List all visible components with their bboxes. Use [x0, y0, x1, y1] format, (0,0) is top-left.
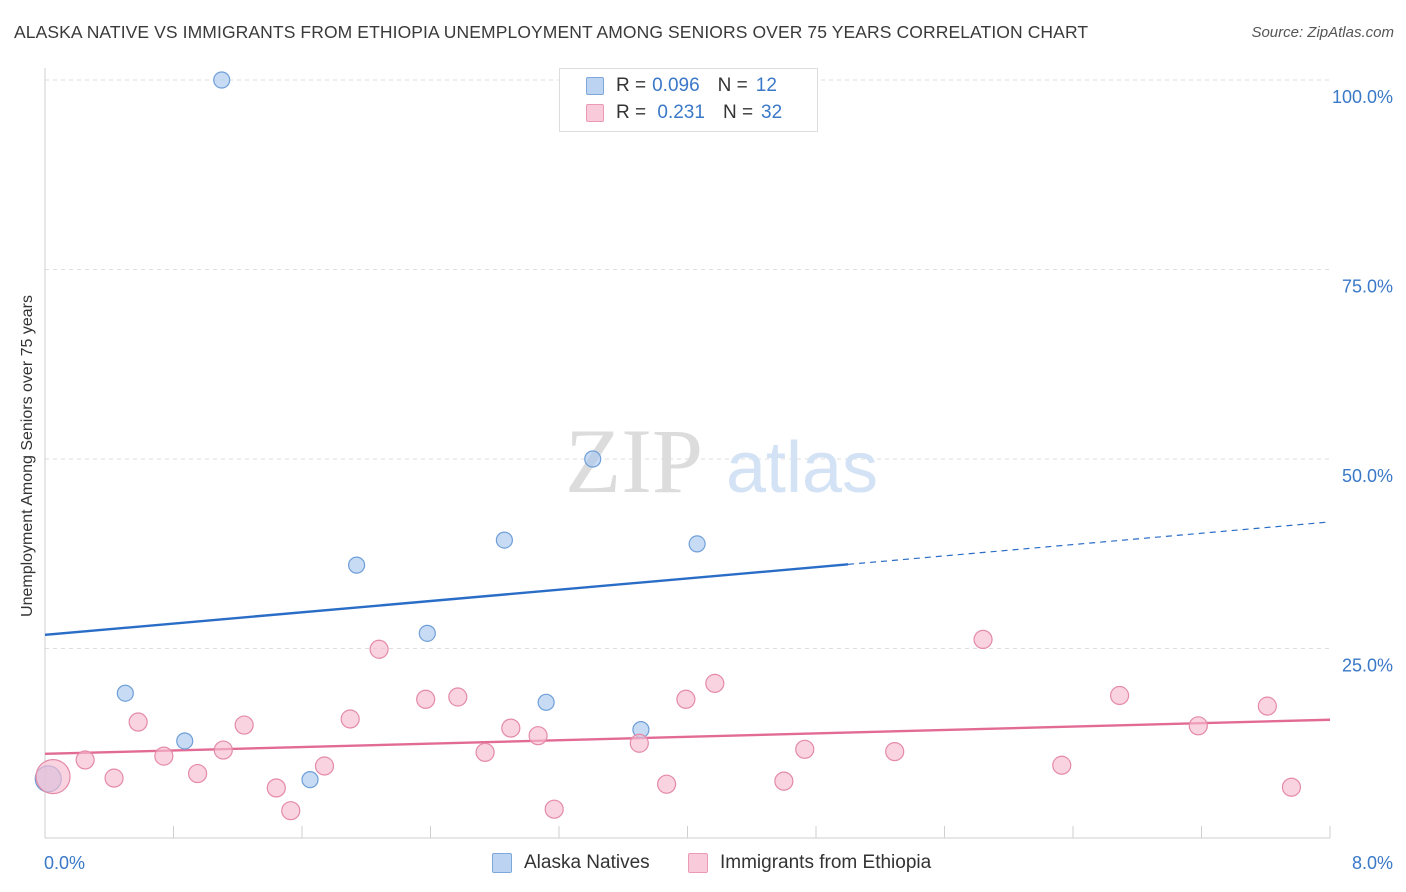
point-ethiopia	[369, 639, 389, 659]
legend-n-label: N =	[717, 75, 748, 96]
y-tick-label: 75.0%	[1342, 277, 1393, 297]
point-ethiopia	[705, 673, 725, 693]
point-ethiopia	[128, 712, 148, 732]
legend-r-label: R =	[616, 102, 647, 123]
point-ethiopia	[1281, 777, 1302, 797]
stats-legend: R = 0.096 N = 12 R = 0.231 N = 32	[559, 68, 818, 132]
watermark-atlas: atlas	[726, 428, 878, 508]
trend-lines	[44, 521, 1331, 756]
legend-label-ethiopia: Immigrants from Ethiopia	[720, 852, 932, 873]
point-ethiopia	[973, 629, 993, 650]
point-ethiopia	[35, 759, 71, 795]
point-ethiopia	[1052, 755, 1072, 775]
legend-swatch-alaska	[492, 853, 512, 873]
trend-line-alaska-extension	[848, 521, 1331, 565]
point-ethiopia	[629, 733, 649, 753]
gridlines	[45, 79, 1330, 649]
legend-r-label: R =	[616, 75, 647, 96]
point-ethiopia	[187, 763, 208, 784]
point-ethiopia	[75, 750, 95, 770]
point-alaska-natives	[537, 693, 555, 711]
source-label: Source: ZipAtlas.com	[1251, 24, 1394, 41]
legend-n-value: 32	[761, 102, 783, 123]
x-tick-label-min: 0.0%	[44, 853, 85, 873]
point-ethiopia	[475, 742, 495, 762]
point-ethiopia	[501, 718, 521, 738]
point-ethiopia	[774, 771, 794, 791]
legend-item-ethiopia: Immigrants from Ethiopia	[688, 852, 931, 874]
y-tick-label: 100.0%	[1332, 87, 1393, 107]
point-alaska-natives	[116, 684, 134, 702]
point-ethiopia	[281, 801, 301, 821]
legend-swatch-ethiopia	[586, 104, 604, 122]
y-tick-label: 50.0%	[1342, 466, 1393, 486]
legend-n-value: 12	[755, 75, 777, 96]
point-ethiopia	[154, 746, 174, 766]
point-ethiopia	[676, 689, 696, 709]
legend-row-ethiopia: R = 0.231 N = 32	[586, 101, 782, 125]
point-alaska-natives	[418, 624, 436, 642]
point-ethiopia	[416, 689, 436, 709]
legend-n-label: N =	[722, 102, 754, 123]
legend-r-value: 0.231	[652, 102, 705, 123]
legend-swatch-ethiopia	[688, 853, 708, 873]
point-ethiopia	[448, 687, 468, 707]
point-ethiopia	[1109, 685, 1130, 706]
point-ethiopia	[1188, 716, 1208, 736]
point-alaska-natives	[584, 450, 602, 468]
point-alaska-natives	[495, 531, 513, 549]
data-points	[34, 71, 1302, 821]
y-tick-labels: 100.0% 75.0% 50.0% 25.0%	[1332, 87, 1393, 676]
point-ethiopia	[340, 709, 360, 729]
point-ethiopia	[544, 799, 564, 819]
trend-line-ethiopia	[44, 718, 1331, 756]
legend-item-alaska-natives: Alaska Natives	[492, 852, 650, 874]
legend-label-alaska: Alaska Natives	[524, 852, 650, 873]
point-ethiopia	[795, 739, 815, 759]
legend-row-alaska: R = 0.096 N = 12	[586, 74, 777, 98]
point-ethiopia	[1257, 696, 1277, 716]
point-alaska-natives	[213, 71, 231, 89]
trend-line-alaska	[44, 563, 849, 637]
point-alaska-natives	[176, 732, 194, 750]
point-alaska-natives	[348, 556, 366, 574]
point-alaska-natives	[301, 771, 319, 789]
chart-title: ALASKA NATIVE VS IMMIGRANTS FROM ETHIOPI…	[14, 22, 1089, 42]
point-ethiopia	[104, 768, 124, 788]
y-tick-label: 25.0%	[1342, 656, 1393, 676]
point-ethiopia	[213, 740, 233, 760]
x-tick-labels: 0.0% 8.0%	[44, 853, 1393, 873]
x-tick-label-max: 8.0%	[1352, 853, 1393, 873]
series-legend: Alaska Natives Immigrants from Ethiopia	[0, 852, 1406, 878]
point-ethiopia	[528, 726, 548, 746]
point-alaska-natives	[688, 535, 706, 553]
point-ethiopia	[314, 756, 335, 776]
point-ethiopia	[657, 774, 677, 794]
point-ethiopia	[885, 741, 905, 762]
watermark: ZIP atlas	[565, 410, 878, 512]
legend-swatch-alaska	[586, 77, 604, 95]
point-ethiopia	[234, 715, 254, 735]
point-ethiopia	[266, 778, 286, 798]
axes	[44, 68, 1331, 839]
legend-r-value: 0.096	[652, 75, 700, 96]
